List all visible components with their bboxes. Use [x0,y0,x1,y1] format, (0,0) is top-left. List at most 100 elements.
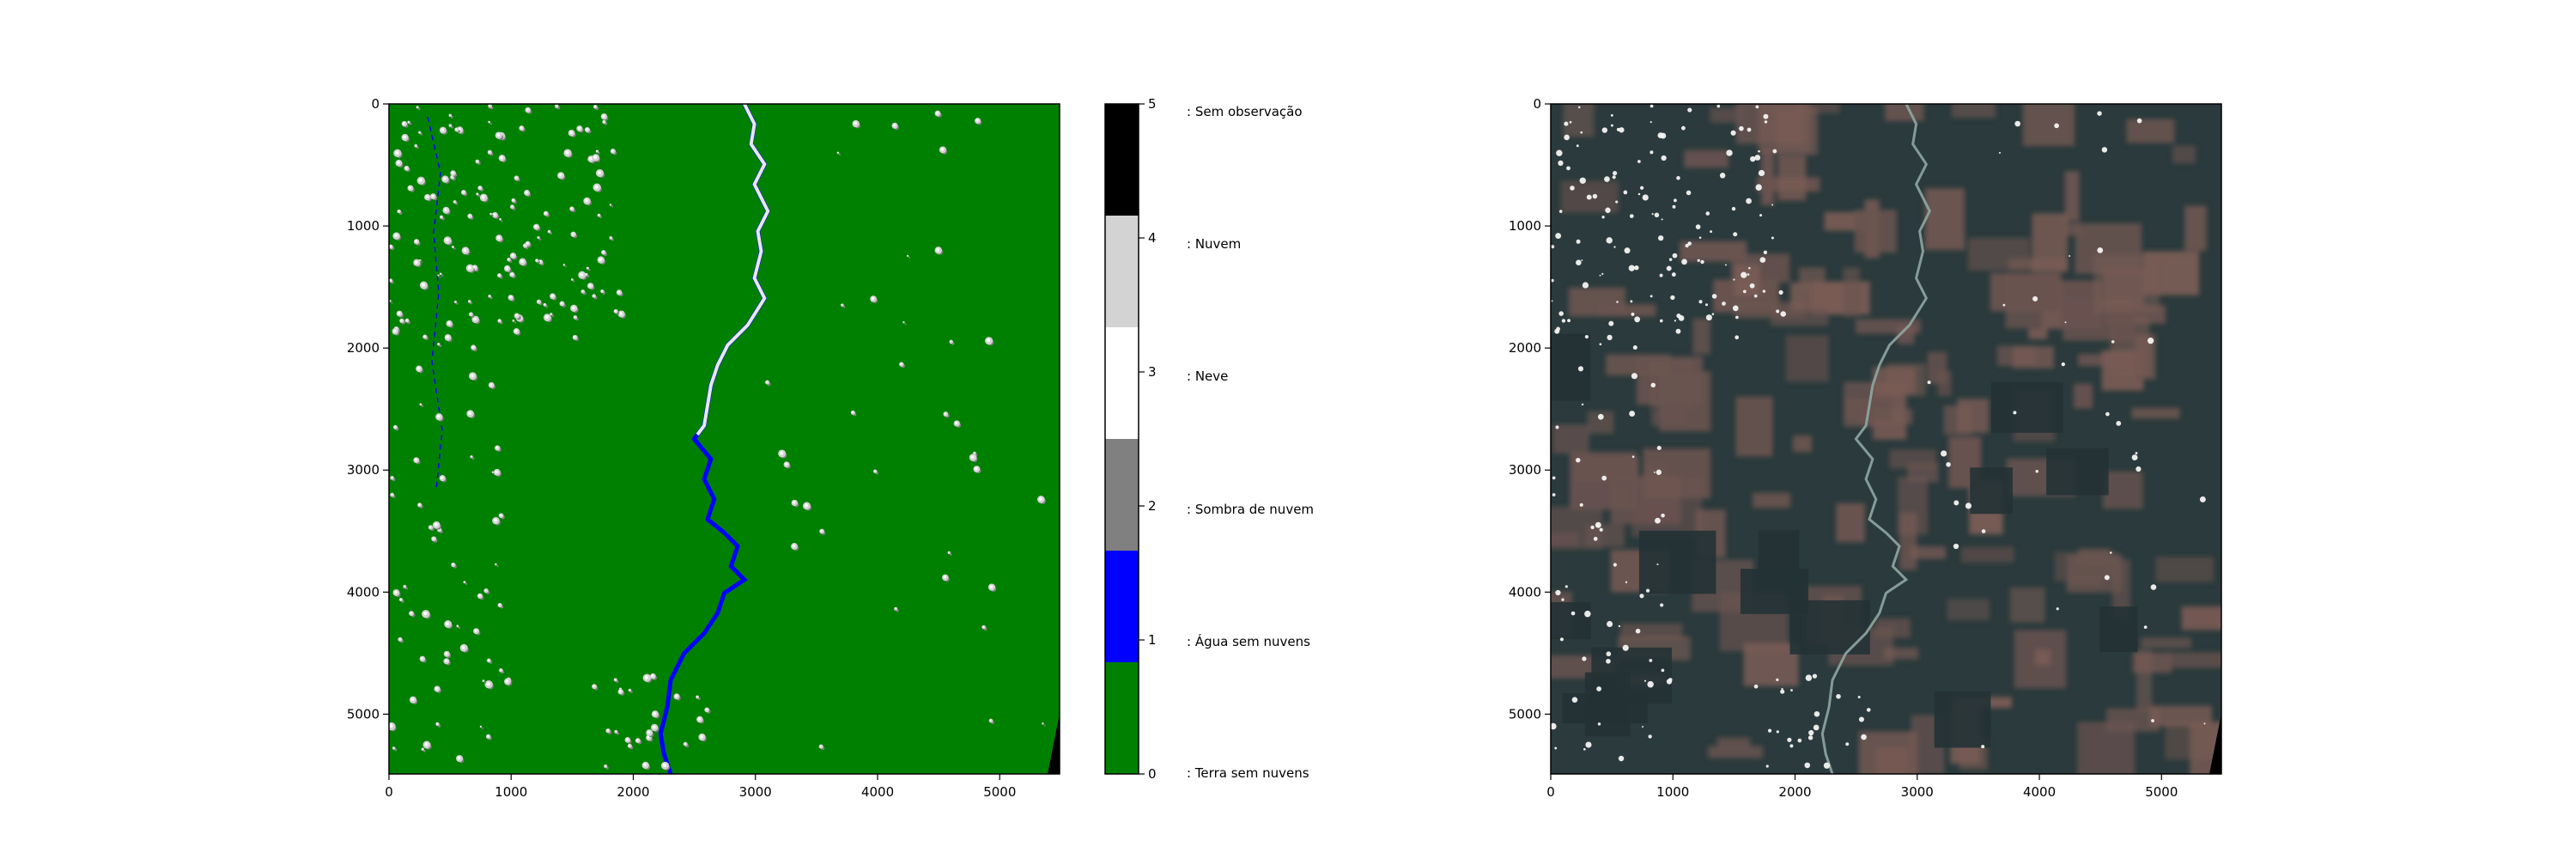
cloud [1584,334,1589,339]
cloud [499,218,501,221]
cloud-core [505,679,509,683]
cloud [2199,496,2206,503]
cloud [1790,689,1793,691]
cloud [1629,411,1636,417]
cloud-shadow [421,261,423,264]
forest-block [1591,647,1673,704]
cloud-core [414,458,417,461]
cloud [1642,725,1644,728]
y-tick-label: 0 [371,96,380,112]
cloud [1861,734,1867,740]
cloud-core [700,734,703,739]
forest-block [2099,606,2138,653]
cloud [1814,710,1820,717]
cloud [1747,127,1752,132]
cleared-patch [1680,241,1747,262]
cloud-core [495,446,499,449]
cloud [2054,123,2059,129]
cloud [1781,687,1783,691]
x-tick-label: 0 [385,784,393,800]
cloud-core [585,198,588,203]
satellite-image-y-axis: 0 1000 2000 3000 4000 5000 [1509,96,1551,722]
cloud-core [610,236,611,239]
cloud-core [907,254,908,257]
cloud-core [592,295,595,297]
cleared-patch [1899,512,1917,570]
cleared-patch [1743,643,1799,686]
x-tick-label: 0 [1546,784,1555,800]
cloud-core [451,171,454,174]
cloud-core [570,207,573,210]
cloud [1632,345,1637,350]
cloud-core [470,374,474,378]
forest-block [1551,602,1591,640]
cloud-shadow [409,122,412,125]
cloud [1648,734,1652,739]
cloud-core [436,414,440,418]
cloud [1661,668,1665,673]
cloud [1554,746,1558,750]
x-tick-label: 1000 [495,784,527,800]
cloud-core [495,470,499,474]
cloud-core [419,403,422,405]
cloud [1631,455,1635,459]
cloud [2151,719,2154,722]
no-data-area [2209,714,2221,774]
cleared-patch [1710,107,1742,123]
cloud-core [514,329,518,332]
cloud-core [970,455,975,459]
cloud [1823,762,1831,769]
cleared-patch [1885,104,1924,121]
cloud-core [443,177,447,180]
cloud-core [478,594,481,597]
cloud-core [562,264,565,265]
cloud-core [940,148,945,151]
cloud [1656,469,1662,475]
cloud [1612,175,1616,180]
cloud-core [398,210,400,212]
cloud [1559,637,1564,642]
cloud [1866,708,1871,712]
cloud-core [628,744,631,747]
cleared-patch [1854,210,1897,253]
cloud [1705,211,1710,216]
cloud-core [573,335,576,338]
cloud [1805,674,1813,681]
cloud [1710,230,1713,234]
colorbar-tick-label: 3 [1148,364,1157,380]
classification-map-panel: 0 1000 2000 3000 4000 5000 0 1000 2000 3000 4000 5… [347,96,1060,800]
cloud-core [434,686,439,691]
y-tick-label: 1000 [347,218,380,234]
x-tick-label: 4000 [861,784,894,800]
cloud-core [469,313,472,315]
cleared-patch [2068,576,2101,587]
cleared-patch [2149,705,2212,727]
cloud-core [526,108,529,112]
cloud-core [432,537,435,540]
x-tick-label: 3000 [1901,784,1934,800]
cloud-core [560,302,563,305]
cloud-core [558,173,562,177]
cloud [1747,273,1750,276]
cloud [1631,312,1635,316]
cloud [1739,125,1744,131]
colorbar-tick-label: 1 [1148,632,1157,648]
cloud-core [520,259,524,264]
cloud-core [544,303,545,306]
cloud [2105,411,2110,417]
cloud [1742,289,1747,294]
cloud [1741,271,1747,278]
cloud [1610,124,1613,127]
cloud [1580,131,1583,134]
cleared-patch [1651,409,1686,426]
cloud-core [614,309,617,312]
cloud [1763,250,1768,254]
cloud [1780,689,1785,694]
cloud [1625,581,1628,583]
cleared-patch [1990,272,2060,312]
cloud [1686,190,1692,196]
cloud [1749,283,1755,289]
cloud-core [636,739,639,741]
cloud [1776,678,1779,681]
cloud-core [534,225,538,228]
